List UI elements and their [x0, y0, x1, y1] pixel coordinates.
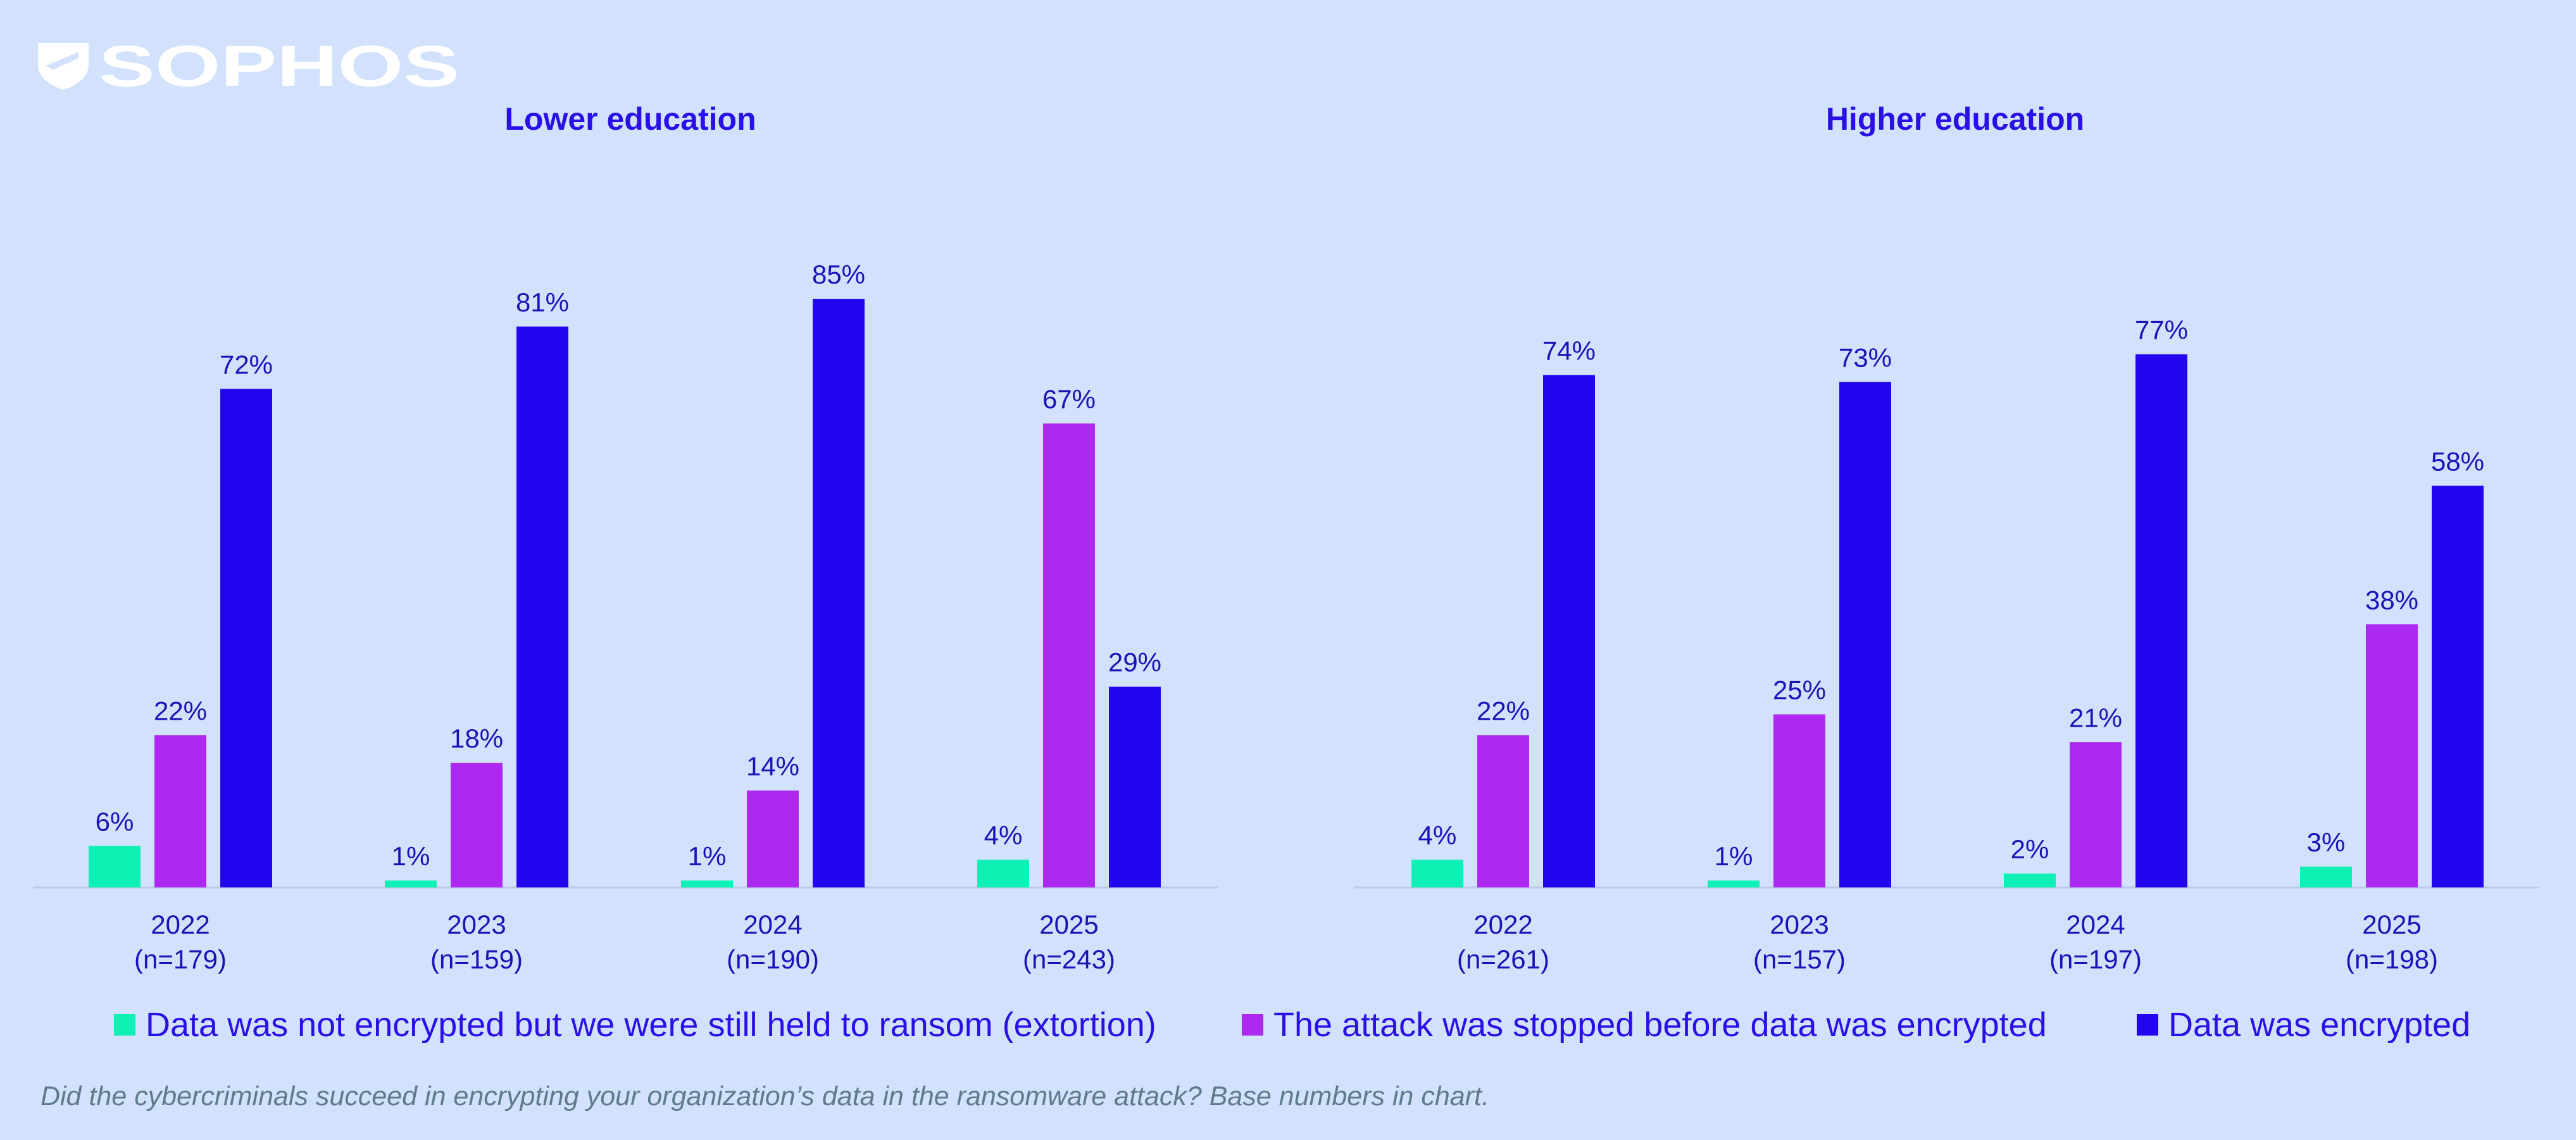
- x-tick-2025-0: 2025: [1039, 910, 1098, 939]
- x-base-2023-1: (n=157): [1753, 944, 1846, 974]
- x-tick-2024-0: 2024: [743, 910, 802, 939]
- bar-extortion-2024-1: [2004, 874, 2056, 887]
- data-label-stopped-2024-1: 21%: [2069, 703, 2122, 732]
- bar-encrypted-2023-1: [1839, 382, 1891, 887]
- x-tick-2022-1: 2022: [1473, 910, 1532, 939]
- chart-title-1: Higher education: [1826, 101, 2084, 137]
- x-base-2024-1: (n=197): [2049, 944, 2142, 974]
- legend-item-encrypted: Data was encrypted: [2137, 1005, 2470, 1044]
- bar-extortion-2025-0: [977, 860, 1029, 887]
- bar-extortion-2022-1: [1411, 860, 1463, 887]
- x-tick-2024-1: 2024: [2066, 910, 2125, 939]
- x-base-2025-1: (n=198): [2346, 944, 2438, 974]
- x-base-2024-0: (n=190): [727, 944, 819, 974]
- bar-extortion-2025-1: [2300, 867, 2352, 887]
- data-label-encrypted-2022-0: 72%: [220, 349, 273, 379]
- data-label-encrypted-2023-0: 81%: [516, 287, 569, 317]
- bar-stopped-2022-0: [154, 735, 206, 887]
- bar-encrypted-2022-0: [220, 389, 272, 887]
- data-label-encrypted-2022-1: 74%: [1542, 335, 1596, 365]
- bar-stopped-2022-1: [1477, 735, 1529, 887]
- brand-wordmark: SOPHOS: [99, 39, 460, 91]
- legend-swatch-extortion: [114, 1014, 135, 1036]
- x-tick-2025-1: 2025: [2362, 910, 2421, 939]
- bar-encrypted-2024-1: [2135, 354, 2187, 887]
- data-label-stopped-2024-0: 14%: [746, 751, 799, 781]
- sophos-logo: SOPHOS: [38, 39, 460, 91]
- chart-area: Lower education 6% 22% 72% 2022 (n=179) 1% 18% 8…: [33, 101, 2539, 974]
- bar-extortion-2023-0: [385, 880, 437, 887]
- chart-title-0: Lower education: [504, 101, 756, 137]
- data-label-encrypted-2024-1: 77%: [2135, 315, 2188, 345]
- x-tick-2023-1: 2023: [1770, 910, 1829, 939]
- legend-item-extortion: Data was not encrypted but we were still…: [114, 1005, 1156, 1044]
- bar-stopped-2025-0: [1043, 423, 1095, 887]
- data-label-extortion-2024-1: 2%: [2011, 834, 2049, 864]
- bar-stopped-2023-1: [1773, 714, 1825, 887]
- legend-label-encrypted: Data was encrypted: [2168, 1006, 2471, 1044]
- legend-item-stopped: The attack was stopped before data was e…: [1242, 1005, 2047, 1044]
- data-label-stopped-2022-1: 22%: [1477, 696, 1530, 725]
- bar-encrypted-2022-1: [1543, 375, 1595, 887]
- legend-label-extortion: Data was not encrypted but we were still…: [146, 1006, 1156, 1044]
- data-label-stopped-2023-0: 18%: [450, 723, 503, 753]
- data-label-extortion-2023-0: 1%: [392, 841, 430, 871]
- bar-stopped-2023-0: [451, 763, 503, 887]
- legend-swatch-encrypted: [2137, 1014, 2158, 1036]
- data-label-stopped-2022-0: 22%: [154, 696, 207, 725]
- data-label-extortion-2025-1: 3%: [2307, 827, 2346, 857]
- x-base-2022-0: (n=179): [134, 944, 227, 974]
- bar-encrypted-2025-1: [2432, 485, 2484, 887]
- data-label-encrypted-2023-1: 73%: [1839, 342, 1892, 372]
- data-label-encrypted-2025-0: 29%: [1108, 648, 1161, 677]
- legend-label-stopped: The attack was stopped before data was e…: [1273, 1006, 2047, 1044]
- shield-icon: [38, 43, 89, 90]
- bar-extortion-2022-0: [89, 846, 141, 887]
- data-label-extortion-2022-1: 4%: [1418, 820, 1457, 850]
- bar-extortion-2024-0: [681, 880, 733, 887]
- bar-stopped-2025-1: [2366, 624, 2418, 887]
- bar-encrypted-2025-0: [1109, 686, 1161, 887]
- bar-stopped-2024-0: [747, 790, 799, 887]
- data-label-encrypted-2025-1: 58%: [2431, 446, 2484, 476]
- footnote: Did the cybercriminals succeed in encryp…: [41, 1081, 1489, 1112]
- x-base-2022-1: (n=261): [1457, 944, 1549, 974]
- data-label-extortion-2022-0: 6%: [96, 806, 134, 836]
- data-label-extortion-2023-1: 1%: [1715, 841, 1753, 871]
- x-base-2023-0: (n=159): [430, 944, 523, 974]
- x-tick-2022-0: 2022: [151, 910, 209, 939]
- x-tick-2023-0: 2023: [447, 910, 506, 939]
- data-label-stopped-2025-0: 67%: [1042, 384, 1096, 414]
- bar-stopped-2024-1: [2070, 742, 2122, 887]
- data-label-stopped-2025-1: 38%: [2365, 585, 2418, 615]
- x-base-2025-0: (n=243): [1023, 944, 1115, 974]
- bar-encrypted-2024-0: [813, 299, 865, 888]
- data-label-encrypted-2024-0: 85%: [812, 260, 865, 289]
- legend: Data was not encrypted but we were still…: [0, 1005, 2576, 1056]
- bar-encrypted-2023-0: [516, 326, 568, 887]
- data-label-stopped-2023-1: 25%: [1773, 675, 1826, 705]
- bar-extortion-2023-1: [1708, 880, 1760, 887]
- data-label-extortion-2025-0: 4%: [984, 820, 1023, 850]
- legend-swatch-stopped: [1242, 1014, 1263, 1036]
- data-label-extortion-2024-0: 1%: [688, 841, 727, 871]
